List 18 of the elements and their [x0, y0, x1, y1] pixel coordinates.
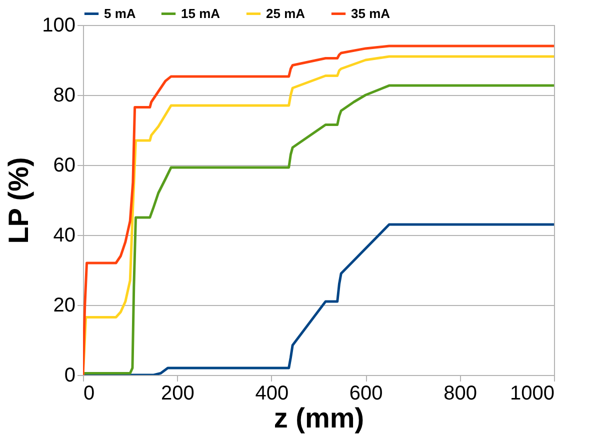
legend-label: 35 mA — [351, 6, 391, 21]
y-tick-label: 60 — [53, 154, 76, 176]
x-tick-label: 600 — [349, 382, 383, 404]
legend-label: 5 mA — [104, 6, 136, 21]
legend-label: 25 mA — [266, 6, 306, 21]
y-tick-label: 100 — [42, 14, 76, 36]
x-tick-label: 400 — [255, 382, 289, 404]
y-tick-label: 80 — [53, 84, 76, 106]
y-tick-label: 20 — [53, 294, 76, 316]
legend-label: 15 mA — [181, 6, 221, 21]
x-tick-label: 800 — [444, 382, 477, 404]
x-tick-label: 1000 — [510, 382, 554, 404]
y-tick-label: 40 — [53, 224, 76, 246]
y-tick-label: 0 — [64, 364, 76, 386]
x-tick-label: 0 — [84, 382, 95, 404]
x-axis-title: z (mm) — [274, 402, 364, 434]
x-tick-label: 200 — [161, 382, 194, 404]
y-axis-title: LP (%) — [3, 157, 34, 244]
